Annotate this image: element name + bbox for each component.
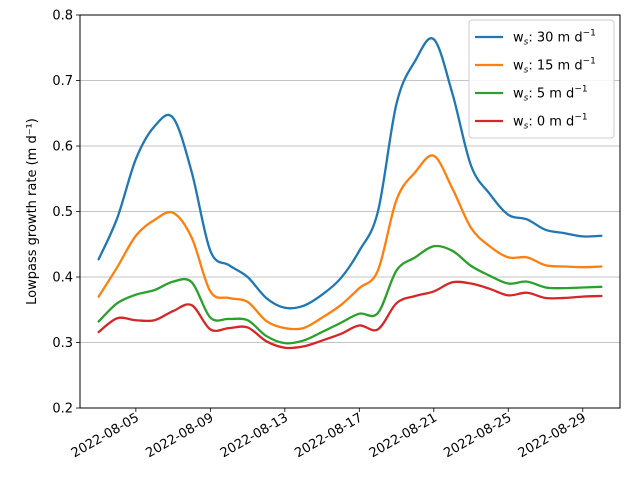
y-tick-label: 0.8 — [52, 9, 73, 24]
x-axis: 2022-08-05 2022-08-09 2022-08-13 2022-08-17… — [69, 408, 589, 461]
x-tick-label: 2022-08-05 — [69, 410, 142, 461]
x-tick-label: 2022-08-13 — [218, 410, 291, 461]
y-tick-label: 0.2 — [52, 402, 73, 417]
series-line-3 — [97, 280, 603, 350]
legend-box — [468, 19, 615, 139]
y-tick-label: 0.7 — [52, 74, 73, 89]
y-tick-label: 0.3 — [52, 336, 73, 351]
legend-entry-label: ws: 5 m d−1 — [513, 85, 588, 104]
x-tick-label: 2022-08-21 — [367, 410, 440, 461]
y-tick-label: 0.6 — [52, 140, 73, 155]
legend-entry-label: ws: 0 m d−1 — [513, 113, 588, 132]
y-axis-label: Lowpass growth rate (m d⁻¹) — [25, 118, 40, 305]
y-tick-label: 0.5 — [52, 205, 73, 220]
legend-entry-label: ws: 30 m d−1 — [513, 29, 596, 48]
y-axis: 0.2 0.3 0.4 0.5 0.6 0.7 0.8 — [52, 9, 80, 417]
series-line-0 — [97, 37, 603, 310]
x-tick-label: 2022-08-09 — [143, 410, 216, 461]
x-tick-label: 2022-08-17 — [292, 410, 365, 461]
x-tick-label: 2022-08-25 — [441, 410, 514, 461]
y-tick-label: 0.4 — [52, 271, 73, 286]
legend: ws: 30 m d−1 ws: 15 m d−1 ws: 5 m d−1 ws: 0… — [468, 19, 615, 139]
series-line-2 — [97, 244, 603, 345]
series-line-1 — [97, 154, 603, 331]
legend-entry-label: ws: 15 m d−1 — [513, 57, 596, 76]
series-lines — [97, 37, 603, 350]
x-tick-label: 2022-08-29 — [516, 410, 589, 461]
